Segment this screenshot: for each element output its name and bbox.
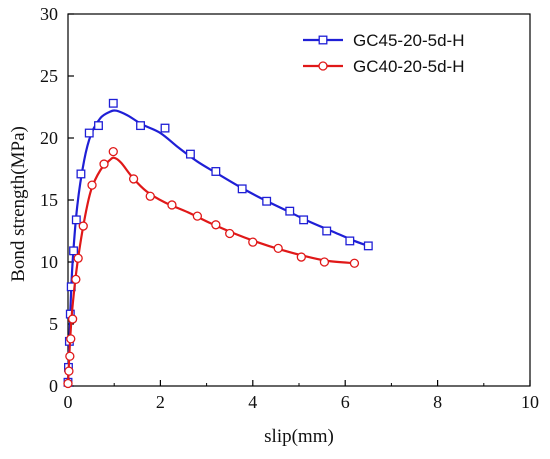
series-line xyxy=(66,156,355,387)
data-point xyxy=(65,351,75,361)
x-tick-label: 8 xyxy=(433,392,442,412)
data-point xyxy=(84,128,94,138)
y-tick-label: 5 xyxy=(49,314,58,334)
data-point xyxy=(160,123,170,133)
data-point xyxy=(108,98,118,108)
legend-entry: GC45-20-5d-H xyxy=(303,31,465,50)
data-point xyxy=(192,211,203,221)
x-tick-label: 2 xyxy=(156,392,165,412)
legend-marker xyxy=(318,61,328,71)
data-point xyxy=(185,149,195,159)
y-tick-label: 25 xyxy=(40,66,58,86)
data-point xyxy=(322,226,332,236)
series-layer xyxy=(63,98,373,389)
data-point xyxy=(285,206,295,216)
x-tick-label: 0 xyxy=(64,392,73,412)
y-tick-label: 20 xyxy=(40,128,58,148)
data-point xyxy=(76,169,86,179)
data-point xyxy=(349,258,360,268)
data-point xyxy=(99,159,109,169)
data-point xyxy=(73,253,83,263)
data-point xyxy=(237,184,247,194)
data-point xyxy=(87,180,97,190)
data-point xyxy=(66,334,76,344)
y-tick-label: 10 xyxy=(40,252,58,272)
data-point xyxy=(136,121,145,131)
data-point xyxy=(108,146,118,157)
legend-entry: GC40-20-5d-H xyxy=(303,57,465,76)
legend-label: GC45-20-5d-H xyxy=(353,31,465,50)
data-point xyxy=(211,220,221,230)
series-2 xyxy=(63,146,360,389)
data-point xyxy=(299,215,309,225)
data-point xyxy=(248,237,258,247)
data-point xyxy=(94,121,103,131)
y-tick-label: 0 xyxy=(49,376,58,396)
data-point xyxy=(67,314,78,324)
data-point xyxy=(63,378,73,389)
data-point xyxy=(69,246,78,256)
legend: GC45-20-5d-H GC40-20-5d-H xyxy=(303,31,465,76)
data-point xyxy=(363,241,373,251)
data-point xyxy=(296,252,306,262)
data-point xyxy=(71,215,81,225)
x-axis-title: slip(mm) xyxy=(264,426,334,447)
x-tick-label: 4 xyxy=(248,392,257,412)
y-tick-label: 15 xyxy=(40,190,58,210)
data-point xyxy=(145,191,155,201)
data-point xyxy=(71,274,81,285)
legend-label: GC40-20-5d-H xyxy=(353,57,465,76)
x-axis: 0 2 4 6 8 10 xyxy=(64,380,539,412)
y-tick-label: 30 xyxy=(40,4,58,24)
data-point xyxy=(128,174,139,184)
data-point xyxy=(273,243,283,254)
x-tick-label: 10 xyxy=(521,392,539,412)
data-point xyxy=(167,200,177,210)
data-point xyxy=(319,257,330,267)
series-1 xyxy=(63,98,373,387)
data-point xyxy=(78,221,88,231)
data-point xyxy=(225,228,235,239)
legend-marker xyxy=(318,35,328,45)
data-point xyxy=(64,366,74,376)
data-point xyxy=(262,196,272,206)
data-point xyxy=(345,236,355,246)
x-tick-label: 6 xyxy=(341,392,350,412)
data-point xyxy=(211,167,221,176)
y-axis-title: Bond strength(MPa) xyxy=(8,126,29,282)
